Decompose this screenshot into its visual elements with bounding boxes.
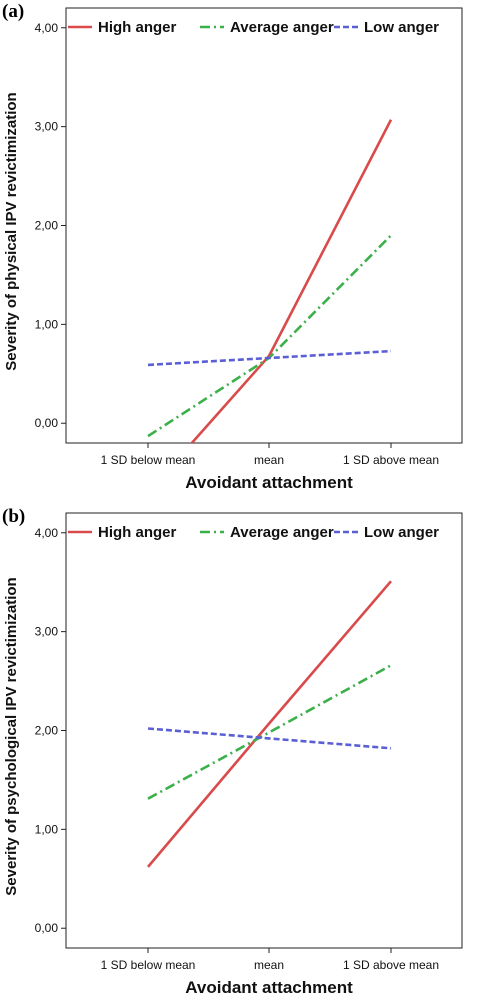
y-tick-label: 3,00 [35,120,59,134]
x-tick-label: mean [254,958,284,972]
legend-label: Average anger [230,19,334,36]
chart-b-svg: 0,00 1,00 2,00 3,00 4,00 1 SD below mean mean 1… [2,506,463,997]
chart-panel-a: 0,00 1,00 2,00 3,00 4,00 1 SD below mean mean 1… [0,0,478,499]
chart-a-svg: 0,00 1,00 2,00 3,00 4,00 1 SD below mean mean 1… [2,1,463,492]
x-tick-label: 1 SD below mean [101,958,196,972]
y-tick-label: 0,00 [35,416,59,430]
legend-label: High anger [98,19,177,36]
panel-label: (a) [2,1,24,22]
x-tick-label: 1 SD below mean [101,453,196,467]
legend-label: High anger [98,524,177,541]
y-tick-label: 4,00 [35,21,59,35]
series-line-low-anger [147,349,392,367]
y-tick-label: 1,00 [35,317,59,331]
legend-label: Low anger [364,524,439,541]
panel-label: (b) [2,506,25,527]
x-axis-title: Avoidant attachment [185,978,353,997]
series-line-high-anger [147,580,392,868]
y-tick-label: 2,00 [35,724,59,738]
x-tick-label: 1 SD above mean [343,958,439,972]
legend-label: Low anger [364,19,439,36]
x-tick-label: 1 SD above mean [343,453,439,467]
chart-panel-b: 0,00 1,00 2,00 3,00 4,00 1 SD below mean mean 1… [0,505,478,1004]
series-line-low-anger [147,727,392,750]
y-axis-title: Severity of psychological IPV revictimiz… [3,577,20,895]
x-tick-label: mean [254,453,284,467]
plot-frame [65,7,463,444]
y-tick-label: 0,00 [35,921,59,935]
series-line-average-anger [147,234,392,438]
y-tick-label: 4,00 [35,526,59,540]
y-axis-title: Severity of physical IPV revictimization [3,92,20,370]
y-tick-label: 3,00 [35,625,59,639]
x-axis-title: Avoidant attachment [185,473,353,492]
series-line-high-anger [190,119,393,443]
y-tick-label: 1,00 [35,822,59,836]
series-line-average-anger [147,664,392,800]
legend-label: Average anger [230,524,334,541]
y-tick-label: 2,00 [35,219,59,233]
